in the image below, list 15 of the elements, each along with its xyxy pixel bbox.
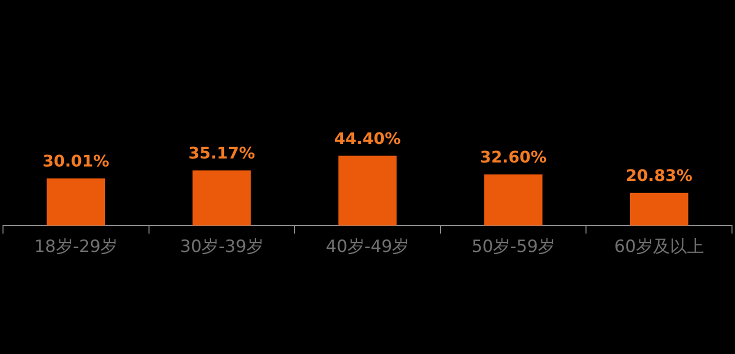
x-tick-label: 30岁-39岁 — [180, 237, 264, 258]
x-tick-label: 60岁及以上 — [614, 237, 704, 258]
x-tick-label: 18岁-29岁 — [34, 237, 118, 258]
bar — [338, 156, 397, 226]
x-tick-label: 50岁-59岁 — [472, 237, 556, 258]
data-label: 44.40% — [334, 128, 401, 148]
bar — [630, 192, 688, 226]
data-label: 30.01% — [42, 152, 110, 171]
data-label: 32.60% — [480, 148, 547, 167]
data-label: 20.83% — [626, 166, 692, 186]
bar — [192, 170, 251, 226]
bar — [484, 174, 542, 226]
bar — [46, 178, 106, 226]
x-tick-label: 40岁-49岁 — [326, 237, 410, 258]
data-label: 35.17% — [188, 143, 256, 162]
